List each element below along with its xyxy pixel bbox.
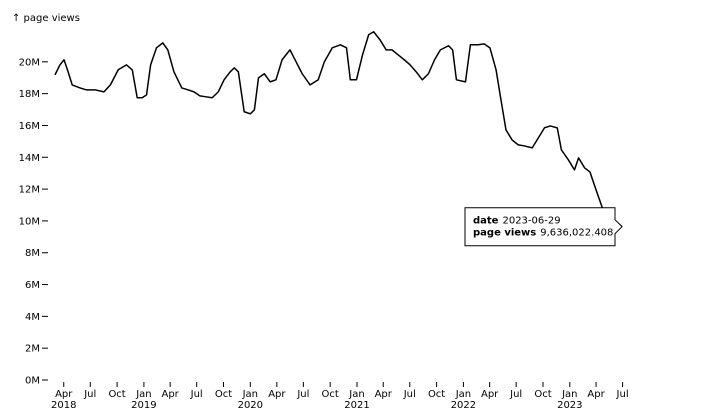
tooltip-line: date 2023-06-29: [473, 216, 561, 227]
x-tick-year: 2021: [344, 400, 369, 411]
x-tick-label: Apr: [375, 389, 393, 400]
y-tick-label: 18M: [19, 89, 40, 100]
y-tick-label: 8M: [25, 248, 40, 259]
x-tick-label: Oct: [428, 389, 445, 400]
x-tick-label: Apr: [268, 389, 286, 400]
x-tick-year: 2022: [451, 400, 476, 411]
tooltip-line: page views 9,636,022.408: [473, 228, 613, 239]
x-tick-label: Jan: [348, 389, 364, 400]
tooltip-box: [464, 207, 623, 247]
x-tick-label: Jul: [296, 389, 309, 400]
tooltip-value: 9,636,022.408: [540, 228, 613, 239]
y-tick-label: 20M: [19, 57, 40, 68]
x-tick-label: Jan: [135, 389, 151, 400]
x-tick-label: Apr: [55, 389, 73, 400]
x-tick-year: 2023: [557, 400, 582, 411]
x-tick-label: Apr: [481, 389, 499, 400]
y-tick-label: 4M: [25, 312, 40, 323]
y-tick-label: 12M: [19, 185, 40, 196]
y-axis-label: ↑ page views: [12, 13, 80, 24]
x-tick-year: 2018: [51, 400, 76, 411]
tooltip-value: 2023-06-29: [502, 216, 560, 227]
tooltip-key: date: [473, 216, 499, 227]
x-tick-label: Oct: [215, 389, 232, 400]
x-tick-label: Jul: [509, 389, 522, 400]
x-tick-label: Jul: [616, 389, 629, 400]
x-tick-label: Jan: [561, 389, 577, 400]
x-tick-label: Apr: [587, 389, 605, 400]
y-tick-label: 16M: [19, 121, 40, 132]
x-tick-label: Oct: [322, 389, 339, 400]
y-tick-label: 2M: [25, 344, 40, 355]
y-tick-label: 0M: [25, 376, 40, 387]
y-tick-label: 14M: [19, 153, 40, 164]
y-tick-label: 10M: [19, 216, 40, 227]
x-tick-label: Jul: [83, 389, 96, 400]
x-tick-year: 2020: [238, 400, 263, 411]
x-tick-year: 2019: [131, 400, 156, 411]
x-tick-label: Apr: [161, 389, 179, 400]
x-tick-label: Oct: [108, 389, 125, 400]
x-tick-label: Jul: [190, 389, 203, 400]
tooltip-key: page views: [473, 228, 536, 239]
x-tick-label: Jan: [455, 389, 471, 400]
x-tick-label: Oct: [534, 389, 551, 400]
y-tick-label: 6M: [25, 280, 40, 291]
x-tick-label: Jul: [403, 389, 416, 400]
line: [54, 31, 623, 228]
x-tick-label: Jan: [242, 389, 258, 400]
